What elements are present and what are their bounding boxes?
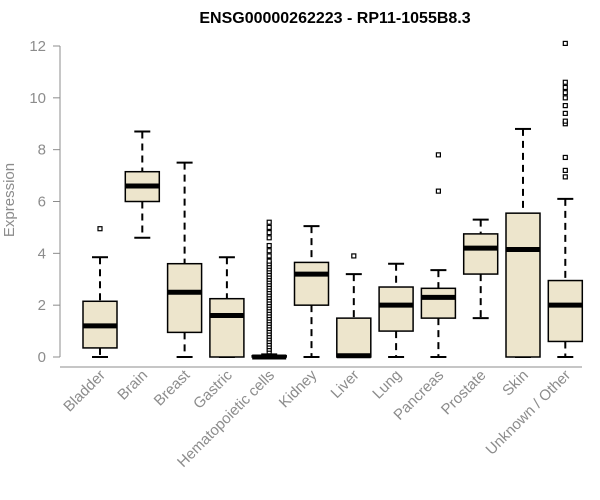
x-tick-label: Prostate [438,367,490,419]
x-tick-label: Brain [114,367,151,404]
x-tick-label: Kidney [276,366,321,411]
outlier-point [562,154,568,161]
box-iqr [420,287,457,319]
box-iqr [505,212,541,358]
outlier-point [435,188,441,194]
box-group [378,262,414,358]
outlier-point [562,95,568,101]
boxes [82,40,584,360]
outlier-point [562,103,568,109]
outlier-point [266,219,272,225]
x-tick-label: Breast [151,366,194,409]
box-iqr [293,261,330,306]
outlier-point [97,226,103,232]
outlier-point [266,235,272,241]
x-tick-label: Skin [499,367,532,400]
box-group [505,127,541,358]
outlier-point [562,118,568,124]
outlier-point [562,167,568,173]
x-tick-label: Liver [328,367,363,402]
outlier-point [562,174,568,180]
y-tick-label: 2 [38,297,46,314]
chart-title: ENSG00000262223 - RP11-1055B8.3 [199,10,470,27]
outlier-point [266,253,272,259]
box-group [293,225,330,358]
outlier-point [266,248,272,254]
box-group [547,40,584,358]
outlier-point [562,40,568,47]
outlier-point [562,90,568,96]
box-iqr [166,262,203,334]
box-group [82,226,118,358]
box-group [209,256,245,358]
x-tick-label: Lung [369,367,405,403]
y-ticks: 0 2 4 6 8 10 12 [29,38,60,366]
outlier-point [562,110,568,116]
box-iqr [547,279,584,343]
box-iqr [378,286,414,332]
box-group [420,152,457,358]
outlier-point [266,224,272,231]
box-group [166,161,203,358]
outlier-point [562,79,568,85]
y-tick-label: 4 [38,245,46,262]
box-group [124,130,161,239]
outlier-point [562,84,568,91]
x-tick-label: Bladder [60,367,109,416]
box-iqr [336,317,372,358]
box-group [251,219,287,360]
outlier-point [351,253,357,259]
y-tick-label: 6 [38,194,46,211]
y-tick-label: 12 [29,38,46,55]
outlier-point [266,230,272,236]
box-iqr [462,233,499,275]
outlier-point [435,152,441,158]
outlier-point [266,242,272,249]
y-axis-label: Expression [1,163,18,237]
y-tick-label: 8 [38,142,46,159]
box-iqr [209,297,245,358]
y-tick-label: 0 [38,349,46,366]
box-group [462,218,499,320]
y-tick-label: 10 [29,90,46,107]
box-group [336,253,372,359]
outlier-point [266,258,272,264]
